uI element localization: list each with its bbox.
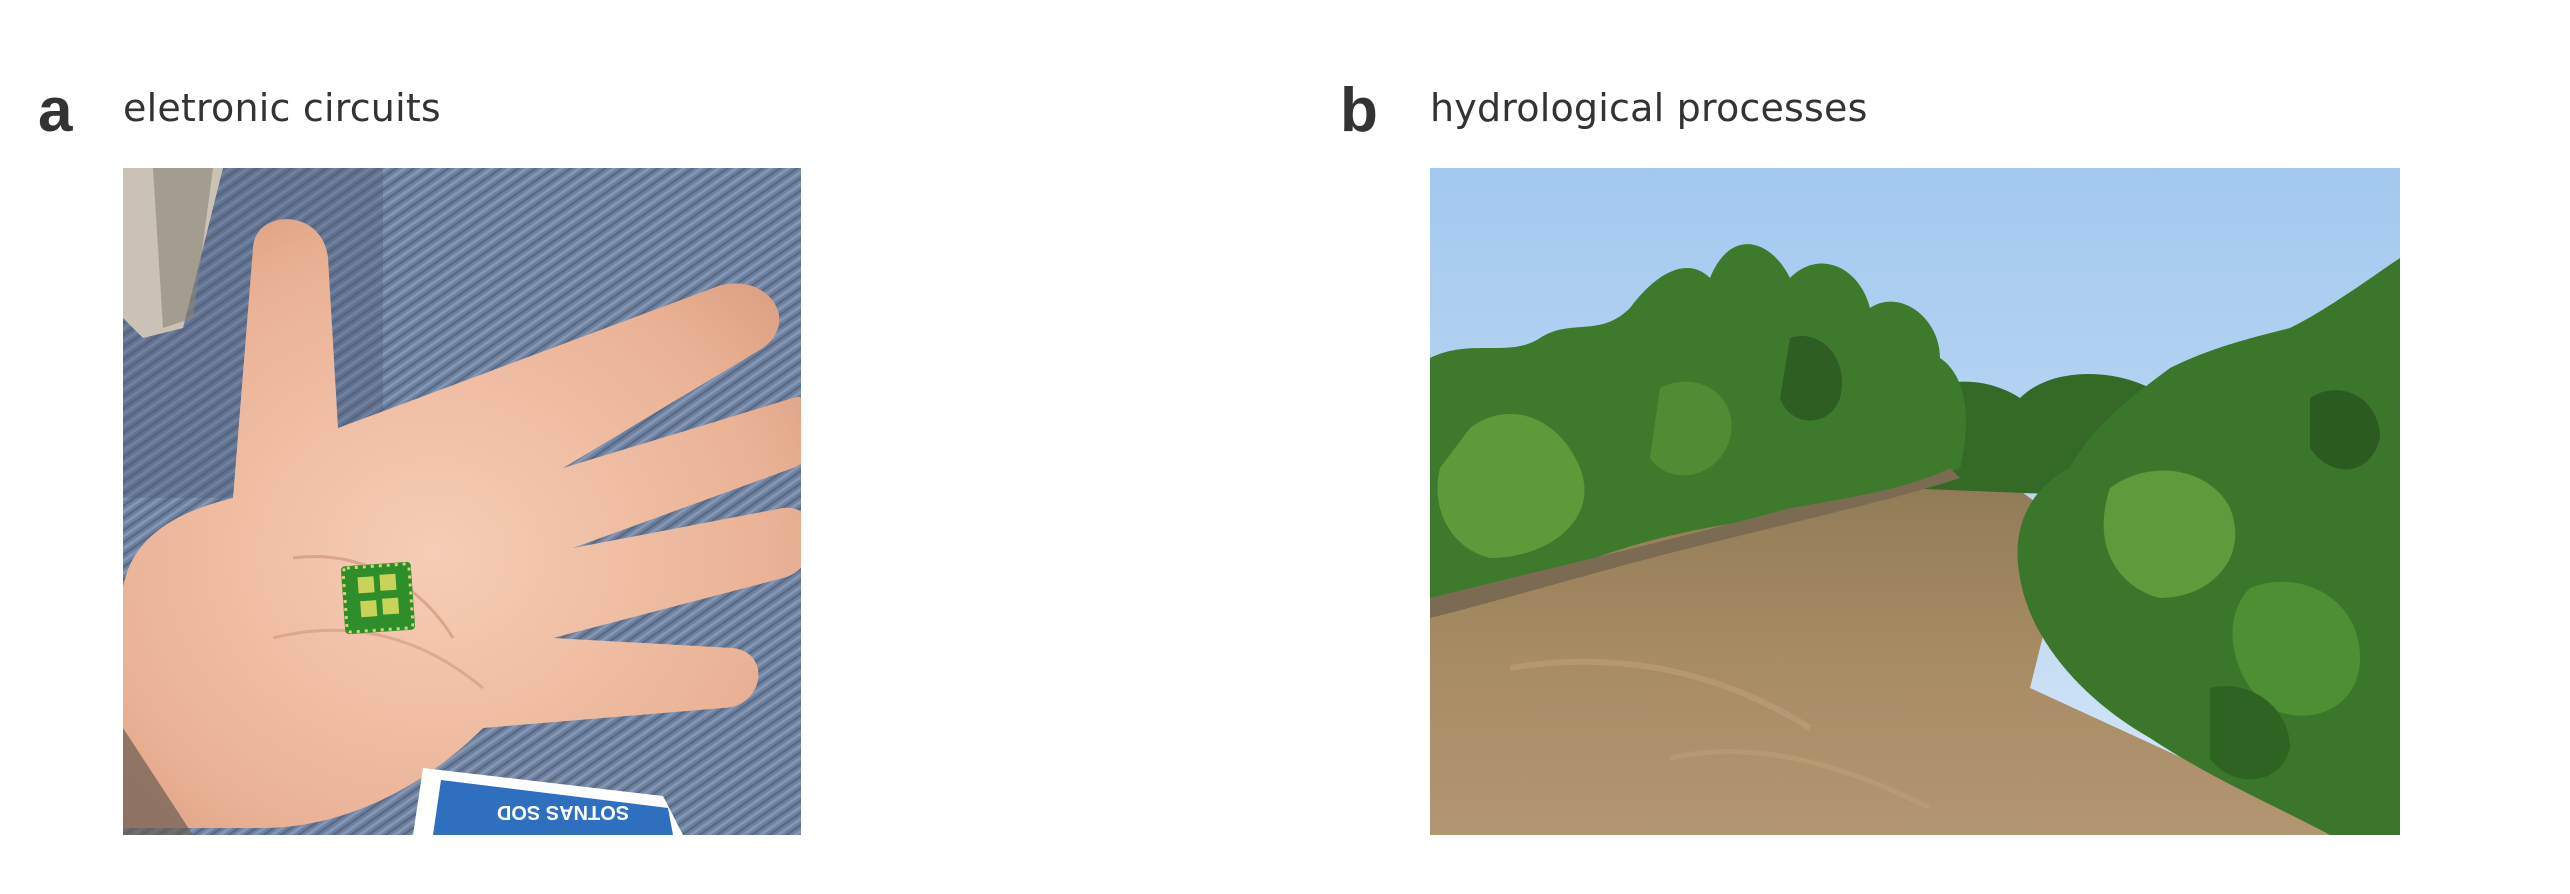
chip bbox=[340, 561, 416, 635]
id-badge: SOTNAS SOD bbox=[413, 768, 683, 835]
hand-holding-chip-photo: SOTNAS SOD bbox=[123, 168, 801, 835]
panel-title-a: eletronic circuits bbox=[123, 86, 441, 130]
panel-letter-a: a bbox=[38, 76, 73, 145]
panel-title-b: hydrological processes bbox=[1430, 86, 1868, 130]
panel-letter-b: b bbox=[1340, 76, 1378, 145]
river-landscape-photo bbox=[1430, 168, 2400, 835]
id-badge-text: SOTNAS SOD bbox=[497, 801, 629, 823]
